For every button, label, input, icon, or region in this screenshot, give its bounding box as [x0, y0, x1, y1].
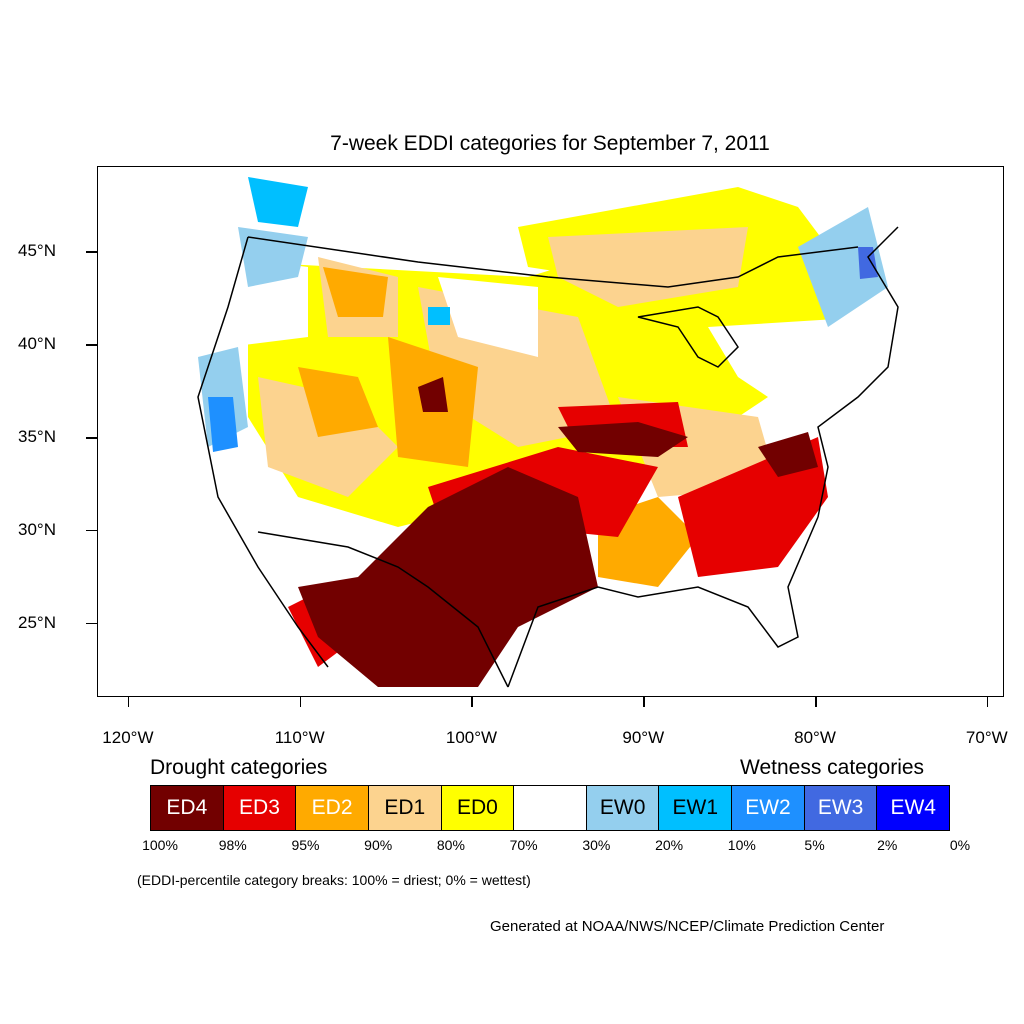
ed1-field-north	[548, 227, 748, 307]
eddi-map	[97, 166, 1004, 697]
legend-break-label: 90%	[364, 837, 393, 853]
map-title: 7-week EDDI categories for September 7, …	[330, 132, 770, 155]
ed4-field-carolinas	[758, 432, 818, 477]
legend-break-label: 70%	[509, 837, 538, 853]
legend-bar: ED4 ED3 ED2 ED1 ED0 EW0 EW1 EW2 EW3 EW4	[150, 785, 950, 831]
x-tick-mark	[299, 697, 302, 707]
x-tick-label: 80°W	[794, 728, 836, 747]
x-tick-label: 120°W	[102, 728, 154, 747]
map-canvas	[197, 177, 899, 688]
legend-break-label: 98%	[218, 837, 247, 853]
credit-line: Generated at NOAA/NWS/NCEP/Climate Predi…	[490, 918, 885, 935]
great-lakes-outline	[637, 306, 739, 368]
category-note: (EDDI-percentile category breaks: 100% =…	[137, 872, 531, 888]
ed4-field-wyoming	[418, 377, 448, 412]
y-tick-mark	[86, 344, 97, 346]
legend-break-label: 5%	[804, 837, 825, 853]
legend-box-ew1: EW1	[659, 786, 733, 830]
legend-break-label: 20%	[655, 837, 684, 853]
neutral-field-plains	[438, 277, 538, 357]
x-tick-mark	[471, 697, 473, 707]
x-tick-label: 90°W	[622, 728, 665, 747]
y-tick-label: 30°N	[18, 519, 56, 539]
us-canada-border	[247, 236, 859, 288]
y-tick-label: 25°N	[18, 612, 56, 632]
west-coast-line	[197, 236, 329, 668]
mexico-border	[257, 531, 509, 688]
legend-box-ew4: EW4	[877, 786, 950, 830]
east-coast-line	[817, 226, 899, 518]
ew0-field-northeast	[798, 207, 888, 327]
legend-box-ed4: ED4	[151, 786, 224, 830]
legend-box-ed3: ED3	[223, 786, 297, 830]
x-tick-mark	[127, 697, 130, 707]
x-tick-label: 100°W	[445, 728, 498, 747]
legend-box-ed2: ED2	[296, 786, 369, 830]
gulf-coast-line	[507, 516, 819, 688]
legend-break-label: 95%	[291, 837, 320, 853]
drought-heading: Drought categories	[150, 756, 328, 779]
legend-break-label: 0%	[949, 837, 971, 853]
ew2-field-california	[208, 397, 238, 452]
ew1-field-washington	[248, 177, 308, 227]
y-tick-label: 45°N	[18, 241, 56, 261]
category-fields	[198, 177, 888, 687]
legend-box-ew3: EW3	[804, 786, 878, 830]
ew1-field-idaho	[428, 307, 450, 325]
ew3-field-maine	[858, 247, 878, 279]
y-tick-mark	[86, 251, 97, 253]
legend-break-label: 2%	[877, 837, 898, 853]
y-tick-mark	[86, 437, 97, 439]
legend-break-label: 30%	[582, 837, 611, 853]
ed1-field-west	[258, 377, 398, 497]
legend-box-ew2: EW2	[732, 786, 805, 830]
ew0-field-pacific-nw	[238, 227, 308, 287]
ed2-field-montana	[323, 267, 388, 317]
x-tick-label: 110°W	[274, 728, 325, 747]
legend-box-neutral	[514, 786, 587, 830]
ed4-field-midsouth	[558, 422, 688, 457]
legend-break-label: 100%	[142, 837, 178, 853]
legend-box-ed0: ED0	[441, 786, 515, 830]
ed4-field-texas	[298, 467, 598, 687]
ed2-field-west	[298, 367, 378, 437]
x-tick-label: 70°W	[965, 728, 1008, 747]
legend-box-ed1: ED1	[368, 786, 442, 830]
y-tick-mark	[86, 622, 97, 625]
y-tick-mark	[86, 529, 97, 532]
y-tick-label: 40°N	[18, 334, 56, 354]
neutral-field-northeast	[708, 317, 878, 417]
x-tick-mark	[643, 697, 645, 707]
boundaries	[197, 226, 899, 688]
y-tick-label: 35°N	[18, 427, 56, 447]
x-tick-mark	[986, 697, 989, 707]
wetness-heading: Wetness categories	[740, 756, 925, 779]
legend-box-ew0: EW0	[586, 786, 660, 830]
x-tick-mark	[815, 697, 817, 707]
legend-break-label: 10%	[727, 837, 756, 853]
legend-break-label: 80%	[436, 837, 465, 853]
